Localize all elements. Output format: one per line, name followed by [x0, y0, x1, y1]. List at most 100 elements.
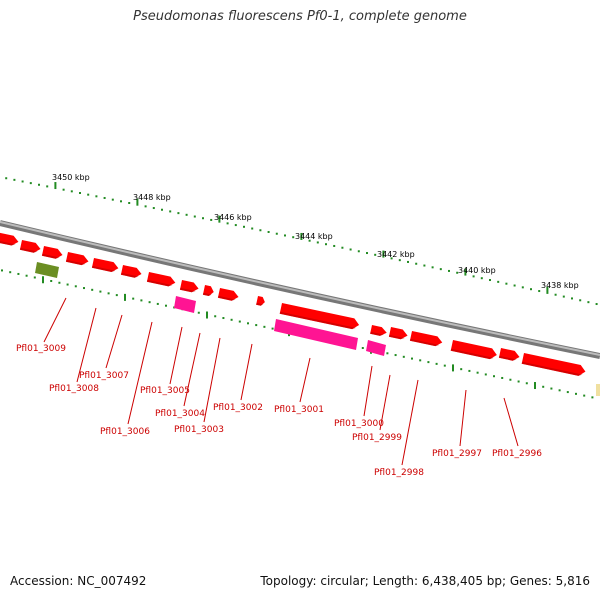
scale-minor-tick [62, 188, 65, 191]
gene-arrow-shade [521, 361, 583, 376]
label-leader-line [363, 365, 373, 417]
scale-minor-tick [493, 375, 495, 378]
gene-arrow [65, 252, 89, 266]
scale-minor-tick [79, 192, 81, 194]
gene-arrow-shade [370, 331, 384, 336]
gene-arrow [120, 265, 142, 278]
scale-minor-tick [575, 392, 577, 395]
gene-arrow-body [91, 258, 119, 272]
scale-minor-tick [505, 282, 508, 285]
scale-minor-tick [435, 362, 438, 365]
label-leader-line [203, 337, 221, 423]
gene-label-pfl01-2996[interactable]: Pfl01_2996 [492, 449, 542, 459]
scale-minor-tick [513, 284, 516, 287]
scale-minor-tick [583, 394, 586, 397]
scale-minor-tick [247, 322, 249, 325]
gene-label-pfl01-2998[interactable]: Pfl01_2998 [374, 468, 424, 478]
scale-minor-tick [489, 279, 491, 282]
scale-minor-tick [185, 213, 188, 216]
scale-minor-tick [448, 269, 450, 272]
gene-label-pfl01-2997[interactable]: Pfl01_2997 [432, 449, 482, 459]
gene-label-pfl01-3005[interactable]: Pfl01_3005 [140, 386, 190, 396]
scale-minor-tick [83, 287, 85, 290]
gene-label-pfl01-3009[interactable]: Pfl01_3009 [16, 344, 66, 354]
gene-arrow-shade [146, 279, 173, 287]
scale-label-3440: 3440 kbp [458, 266, 496, 275]
gene-label-pfl01-3003[interactable]: Pfl01_3003 [174, 425, 224, 435]
scale-minor-tick [152, 207, 155, 210]
scale-minor-tick [316, 241, 319, 244]
scale-minor-tick [525, 382, 528, 385]
scale-minor-tick [509, 378, 512, 381]
gene-arrow [279, 303, 360, 330]
label-leader-line [459, 389, 467, 447]
label-leader-line [105, 314, 123, 369]
gene-arrow-shade [120, 272, 139, 278]
gene-label-pfl01-2999[interactable]: Pfl01_2999 [352, 433, 402, 443]
gene-arrow [450, 340, 497, 360]
gene-arrow [217, 288, 239, 301]
topology-summary: Topology: circular; Length: 6,438,405 bp… [260, 574, 590, 588]
scale-minor-tick [91, 288, 94, 291]
map-title: Pseudomonas fluorescens Pf0-1, complete … [133, 9, 467, 24]
scale-minor-tick [161, 208, 163, 211]
scale-minor-tick [243, 225, 245, 228]
scale-minor-tick [390, 257, 393, 260]
scale-major-tick [300, 232, 303, 240]
scale-minor-tick [87, 193, 90, 196]
accession-label: Accession: NC_007492 [10, 574, 147, 588]
scale-minor-tick [193, 215, 196, 218]
scale-major-tick [124, 293, 126, 301]
scale-minor-tick [530, 288, 532, 291]
scale-minor-tick [169, 210, 172, 213]
gene-arrow [388, 327, 408, 340]
scale-minor-tick [222, 317, 225, 320]
scale-major-tick [546, 286, 549, 294]
gene-arrow-shade [279, 311, 357, 330]
gene-arrow-body [450, 340, 497, 360]
gene-label-pfl01-3001[interactable]: Pfl01_3001 [274, 405, 324, 415]
scale-minor-tick [349, 248, 352, 251]
scale-minor-tick [177, 212, 180, 215]
scale-minor-tick [480, 277, 483, 280]
scale-minor-tick [66, 283, 69, 286]
label-leader-line [401, 379, 419, 466]
gene-label-pfl01-3000[interactable]: Pfl01_3000 [334, 419, 384, 429]
scale-minor-tick [17, 272, 20, 275]
gene-arrow-body [202, 285, 214, 297]
gene-arrow-shade [450, 348, 494, 360]
scale-label-3448: 3448 kbp [133, 193, 171, 202]
gene-arrow [202, 285, 214, 297]
scale-minor-tick [439, 268, 442, 271]
gene-arrow-shade [202, 292, 212, 297]
scale-minor-tick [259, 229, 262, 232]
scale-minor-tick [140, 299, 143, 302]
scale-major-tick [452, 364, 454, 372]
gene-label-pfl01-3004[interactable]: Pfl01_3004 [155, 409, 205, 419]
scale-major-tick [42, 276, 44, 284]
gene-arrow [91, 258, 119, 272]
scale-minor-tick [550, 387, 553, 390]
scale-minor-tick [308, 239, 311, 242]
gene-label-pfl01-3002[interactable]: Pfl01_3002 [213, 403, 263, 413]
gene-arrow-shade [256, 302, 264, 306]
gene-label-pfl01-3006[interactable]: Pfl01_3006 [100, 427, 150, 437]
scale-minor-tick [1, 269, 3, 272]
scale-minor-tick [501, 376, 504, 379]
scale-minor-tick [107, 292, 110, 295]
scale-minor-tick [292, 236, 295, 239]
scale-minor-tick [267, 230, 270, 233]
gene-label-pfl01-3007[interactable]: Pfl01_3007 [79, 371, 129, 381]
gene-arrow [521, 353, 586, 376]
gene-features [0, 232, 600, 396]
scale-minor-tick [366, 252, 368, 255]
gene-feature-rna [35, 262, 59, 278]
scale-minor-tick [99, 290, 102, 293]
scale-minor-tick [591, 396, 594, 399]
scale-minor-tick [128, 201, 131, 204]
gene-label-pfl01-3008[interactable]: Pfl01_3008 [49, 384, 99, 394]
gene-arrow-shade [0, 239, 16, 246]
scale-minor-tick [538, 290, 541, 293]
scale-minor-tick [120, 200, 122, 203]
